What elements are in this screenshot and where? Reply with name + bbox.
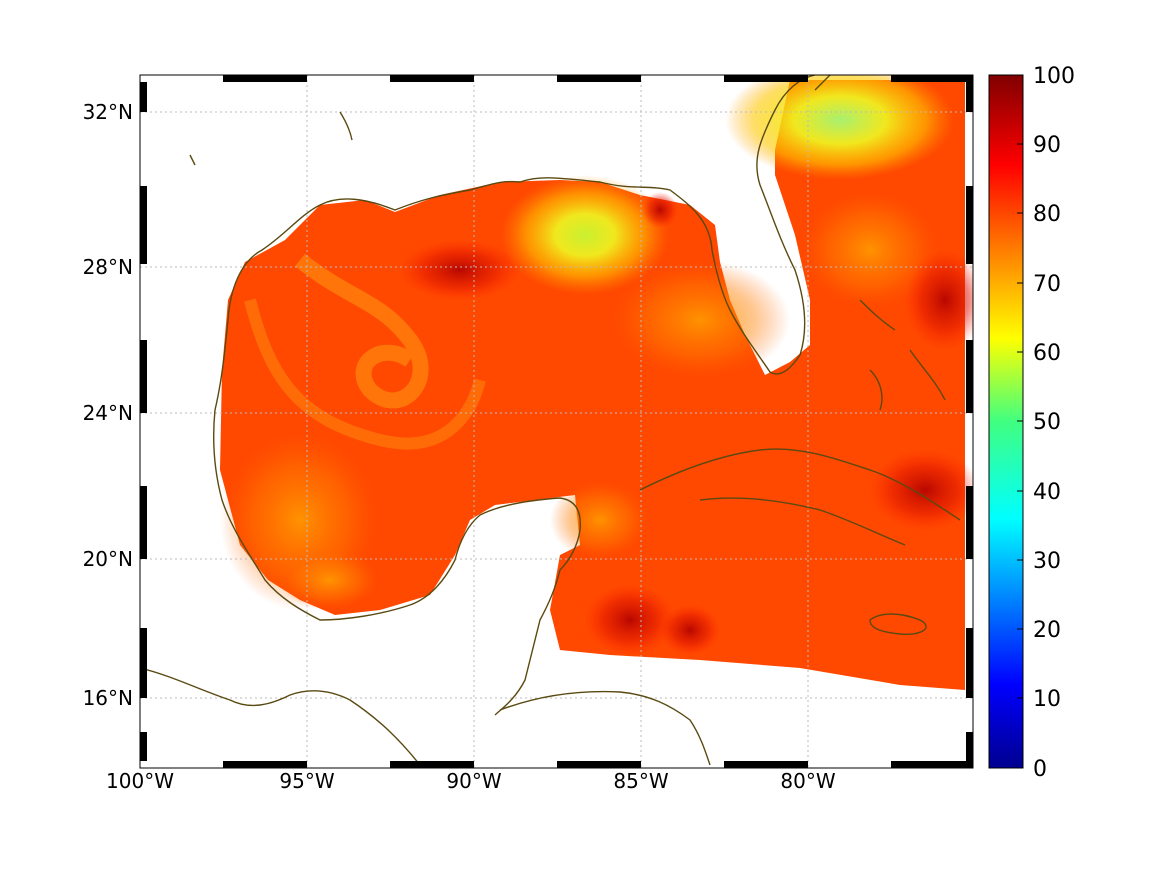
colorbar-tick-label: 80: [1033, 202, 1061, 227]
ne-gulf-low: [500, 175, 670, 295]
field-patch: [280, 550, 380, 610]
x-tick-label: 90°W: [446, 769, 501, 793]
x-tick-label: 85°W: [613, 769, 668, 793]
y-tick-label: 32°N: [83, 100, 133, 124]
y-tick-label: 24°N: [83, 401, 133, 425]
colorbar-tick-label: 90: [1033, 133, 1061, 158]
colorbar-tick-label: 40: [1033, 480, 1061, 505]
colorbar-tick-label: 0: [1033, 757, 1047, 782]
colorbar-tick-label: 100: [1033, 64, 1075, 89]
x-tick-label: 80°W: [780, 769, 835, 793]
y-tick-labels: 32°N 28°N 24°N 20°N 16°N: [83, 100, 133, 710]
y-tick-label: 16°N: [83, 686, 133, 710]
colorbar-tick-label: 60: [1033, 341, 1061, 366]
field-patch: [800, 190, 940, 310]
atlantic-low: [725, 75, 955, 180]
coastlines: [140, 75, 961, 766]
field-patch: [642, 192, 678, 228]
field-patch: [660, 605, 720, 655]
bahamas-high: [870, 450, 973, 530]
heatmap-field: [220, 75, 973, 690]
ocean-field: [220, 80, 965, 690]
colorbar-tick-label: 70: [1033, 272, 1061, 297]
colorbar-tick-label: 10: [1033, 687, 1061, 712]
y-tick-label: 28°N: [83, 255, 133, 279]
map-frame: [139, 74, 974, 769]
field-patch: [610, 260, 790, 380]
field-patch: [550, 480, 650, 560]
caribbean-high: [585, 585, 675, 655]
field-swirl: [244, 298, 486, 450]
colorbar-tick-label: 30: [1033, 549, 1061, 574]
colorbar-tick-label: 50: [1033, 410, 1061, 435]
field-swirl: [295, 253, 429, 409]
y-tick-label: 20°N: [83, 547, 133, 571]
field-patch: [400, 240, 520, 300]
colorbar-tick-label: 20: [1033, 618, 1061, 643]
colorbar: 100 90 80 70 60 50 40 30 20 10 0: [988, 64, 1075, 782]
x-tick-labels: 100°W 95°W 90°W 85°W 80°W: [106, 769, 836, 793]
field-patch: [905, 250, 973, 350]
x-tick-label: 100°W: [106, 769, 174, 793]
map-grid: [140, 75, 973, 768]
x-tick-label: 95°W: [279, 769, 334, 793]
